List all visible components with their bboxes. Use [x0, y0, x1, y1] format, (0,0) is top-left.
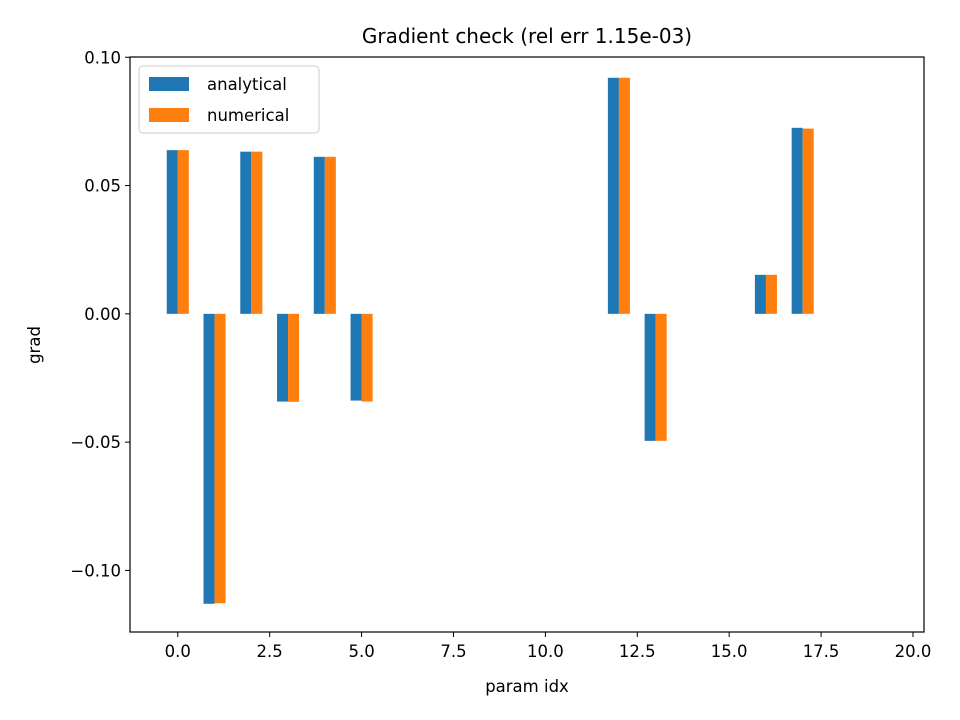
x-tick-label: 17.5: [803, 642, 840, 661]
bar-numerical-5: [361, 313, 373, 402]
y-tick-label: −0.05: [70, 433, 121, 452]
chart-title: Gradient check (rel err 1.15e-03): [362, 24, 692, 48]
x-tick-label: 5.0: [348, 642, 374, 661]
bar-numerical-12: [618, 77, 630, 314]
bar-analytical-2: [240, 151, 252, 314]
bar-numerical-1: [214, 313, 226, 604]
bar-analytical-16: [754, 274, 766, 314]
bar-numerical-3: [288, 313, 300, 402]
bar-analytical-17: [791, 127, 803, 314]
legend: analytical numerical: [138, 65, 320, 134]
bar-analytical-3: [277, 313, 289, 402]
x-tick-label: 2.5: [257, 642, 283, 661]
bar-numerical-17: [802, 128, 814, 314]
bars-layer: [166, 77, 814, 604]
bar-numerical-0: [177, 150, 189, 314]
x-tick-label: 0.0: [165, 642, 191, 661]
legend-swatch-analytical: [149, 77, 189, 91]
bar-numerical-16: [765, 274, 777, 314]
legend-label-numerical: numerical: [207, 106, 289, 125]
y-tick-label: 0.00: [84, 305, 121, 324]
x-axis-label: param idx: [485, 677, 569, 696]
x-tick-label: 10.0: [527, 642, 564, 661]
y-axis-ticks: 0.10 0.05 0.00 −0.05 −0.10: [70, 48, 130, 580]
bar-numerical-4: [324, 156, 336, 314]
x-tick-label: 20.0: [895, 642, 932, 661]
y-tick-label: −0.10: [70, 561, 121, 580]
bar-analytical-0: [166, 150, 178, 314]
x-tick-label: 12.5: [619, 642, 656, 661]
y-tick-label: 0.05: [84, 177, 121, 196]
x-axis-ticks: 0.0 2.5 5.0 7.5 10.0 12.5 15.0 17.5 20.0: [165, 632, 932, 661]
legend-label-analytical: analytical: [207, 75, 287, 94]
bar-analytical-5: [350, 313, 362, 401]
bar-numerical-2: [251, 151, 263, 314]
bar-analytical-4: [313, 156, 325, 314]
y-axis-label: grad: [25, 326, 44, 364]
bar-numerical-13: [655, 313, 667, 441]
bar-analytical-13: [644, 313, 656, 441]
bar-analytical-12: [607, 77, 619, 314]
legend-swatch-numerical: [149, 108, 189, 122]
y-tick-label: 0.10: [84, 48, 121, 67]
x-tick-label: 15.0: [711, 642, 748, 661]
bar-analytical-1: [203, 313, 215, 604]
plot-frame: [129, 56, 925, 633]
x-tick-label: 7.5: [440, 642, 466, 661]
